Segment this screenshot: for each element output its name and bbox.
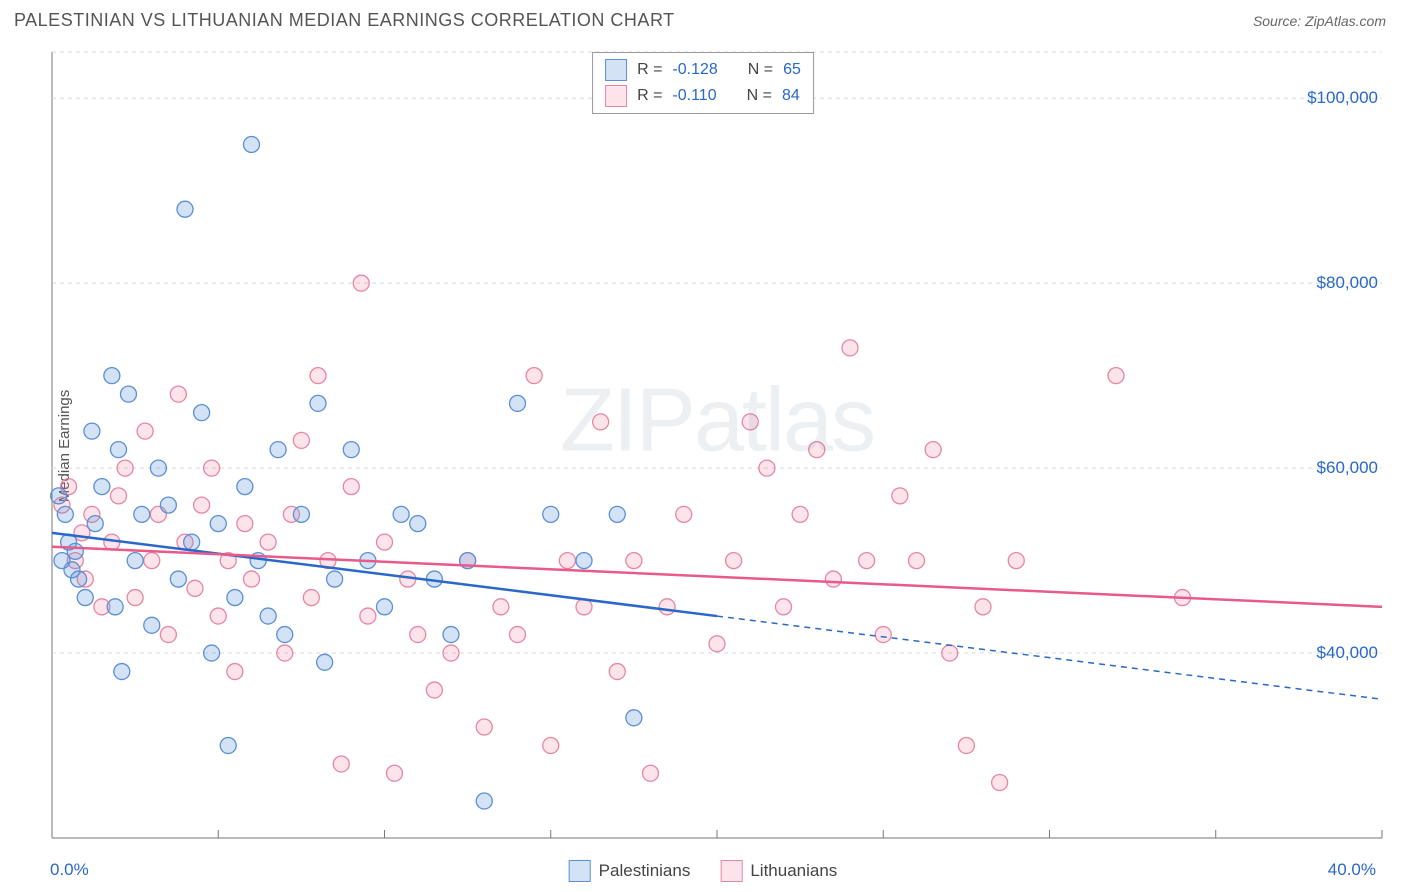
x-axis-end: 40.0%	[1328, 860, 1376, 880]
y-tick-label: $40,000	[1317, 643, 1378, 663]
n-value: 65	[783, 61, 801, 79]
swatch-icon	[605, 85, 627, 107]
y-tick-label: $100,000	[1307, 88, 1378, 108]
x-axis-start: 0.0%	[50, 860, 89, 880]
swatch-icon	[569, 860, 591, 882]
r-value: -0.110	[672, 87, 716, 105]
n-value: 84	[782, 87, 800, 105]
y-tick-label: $60,000	[1317, 458, 1378, 478]
legend-row-palestinians: R = -0.128 N = 65	[605, 57, 801, 83]
chart-title: PALESTINIAN VS LITHUANIAN MEDIAN EARNING…	[14, 10, 675, 31]
y-tick-label: $80,000	[1317, 273, 1378, 293]
scatter-chart	[48, 48, 1386, 842]
r-value: -0.128	[672, 61, 717, 79]
series-legend: Palestinians Lithuanians	[569, 860, 838, 882]
legend-item-lithuanians: Lithuanians	[720, 860, 837, 882]
legend-row-lithuanians: R = -0.110 N = 84	[605, 83, 801, 109]
swatch-icon	[605, 59, 627, 81]
source-label: Source: ZipAtlas.com	[1253, 13, 1386, 29]
chart-area: ZIPatlas	[48, 48, 1386, 842]
correlation-legend: R = -0.128 N = 65 R = -0.110 N = 84	[592, 52, 814, 114]
legend-item-palestinians: Palestinians	[569, 860, 691, 882]
swatch-icon	[720, 860, 742, 882]
